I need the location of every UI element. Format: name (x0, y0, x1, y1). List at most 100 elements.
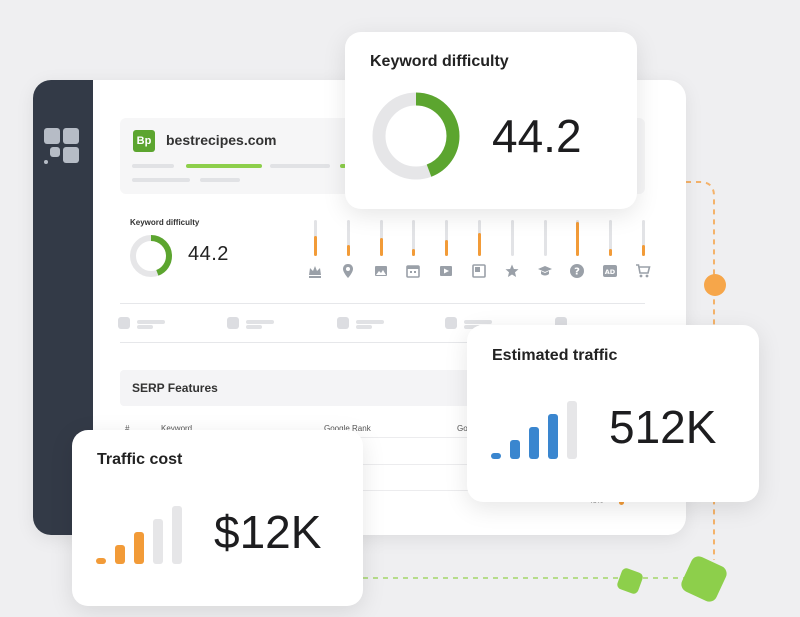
serp-feature-level-fill (314, 236, 317, 256)
star-icon (505, 264, 519, 277)
traffic-bar-1 (491, 453, 501, 459)
calendar-icon (406, 265, 421, 278)
table-row (120, 437, 610, 438)
serp-feature-column[interactable] (435, 220, 457, 280)
cost-bar-1 (96, 558, 106, 564)
image-icon (374, 266, 387, 276)
filter-checkbox[interactable] (445, 317, 457, 329)
serp-feature-level-track (379, 220, 383, 256)
skeleton-line (246, 320, 274, 324)
serp-feature-level-fill (379, 238, 383, 256)
skeleton-line (270, 164, 330, 168)
serp-feature-column[interactable] (337, 220, 359, 280)
serp-feature-level-fill (346, 245, 350, 256)
filter-checkbox[interactable] (337, 317, 349, 329)
column-header-keyword[interactable]: Keyword (161, 424, 193, 433)
serp-feature-level-fill (445, 239, 449, 256)
table-row (120, 464, 610, 465)
ad-icon: AD (603, 265, 618, 277)
serp-feature-column[interactable] (304, 220, 326, 280)
serp-feature-column[interactable] (632, 220, 654, 280)
keyword-difficulty-value: 44.2 (188, 243, 229, 265)
column-header-google-rank[interactable]: Google Rank (324, 424, 371, 433)
svg-text:AD: AD (605, 268, 616, 276)
traffic-cost-card-title: Traffic cost (97, 451, 183, 468)
serp-feature-column[interactable] (501, 220, 523, 280)
serp-features-heading: SERP Features (132, 381, 218, 395)
serp-feature-column[interactable]: AD (599, 220, 621, 280)
serp-feature-column[interactable] (468, 220, 490, 280)
serp-feature-level-fill (576, 221, 580, 256)
keyword-difficulty-card-value: 44.2 (492, 110, 582, 162)
cost-bar-3 (134, 532, 144, 564)
skeleton-line (246, 325, 262, 329)
keyword-difficulty-label: Keyword difficulty (130, 218, 200, 227)
serp-feature-level-track (412, 220, 416, 256)
skeleton-line (137, 325, 153, 329)
estimated-traffic-card: Estimated traffic 512K (467, 325, 759, 502)
video-icon (440, 266, 453, 276)
traffic-bar-4 (548, 414, 558, 459)
serp-feature-level-fill (478, 232, 481, 256)
serp-feature-level-fill (609, 248, 613, 256)
crown-icon (309, 266, 321, 278)
serp-feature-level-track (445, 220, 449, 256)
status-dot (619, 500, 624, 505)
serp-feature-level-fill (642, 245, 645, 256)
traffic-cost-card: Traffic cost $12K (72, 430, 363, 606)
app-logo-icon[interactable] (44, 128, 81, 165)
map-pin-icon (342, 264, 353, 278)
traffic-cost-bar-chart (96, 506, 182, 564)
serp-feature-level-track (543, 220, 547, 256)
filter-checkbox[interactable] (227, 317, 239, 329)
orange-dashed-connector (636, 181, 715, 560)
skeleton-line (132, 178, 190, 182)
cart-icon (636, 264, 651, 278)
keyword-difficulty-gauge-small (130, 235, 172, 277)
cost-bar-5 (172, 506, 182, 564)
skeleton-line (464, 325, 480, 329)
serp-feature-column[interactable] (534, 220, 556, 280)
graduation-cap-icon (537, 266, 552, 276)
serp-feature-level-track (609, 220, 613, 256)
traffic-cost-card-value: $12K (214, 506, 322, 558)
cost-bar-4 (153, 519, 163, 564)
serp-feature-level-track (478, 220, 481, 256)
estimated-traffic-card-title: Estimated traffic (492, 347, 618, 364)
column-header-index[interactable]: # (125, 424, 130, 433)
serp-feature-column[interactable] (402, 220, 424, 280)
serp-feature-column[interactable]: ? (566, 220, 588, 280)
table-row (120, 490, 610, 491)
skeleton-line (356, 320, 384, 324)
serp-feature-column[interactable] (370, 220, 392, 280)
column-header-go[interactable]: Go (457, 424, 468, 433)
serp-feature-level-track (314, 220, 317, 256)
domain-name[interactable]: bestrecipes.com (166, 132, 277, 148)
filter-checkbox[interactable] (118, 317, 130, 329)
serp-feature-level-fill (412, 248, 416, 256)
serp-feature-level-track (346, 220, 350, 256)
domain-badge: Bp (133, 130, 155, 152)
skeleton-line (137, 320, 165, 324)
keyword-difficulty-card-title: Keyword difficulty (370, 53, 509, 70)
serp-feature-level-track (576, 220, 580, 256)
skeleton-line (356, 325, 372, 329)
keyword-difficulty-gauge (372, 92, 460, 180)
skeleton-line (340, 164, 346, 168)
skeleton-line (464, 320, 492, 324)
serp-feature-level-track (642, 220, 645, 256)
question-icon: ? (570, 264, 585, 278)
svg-text:?: ? (574, 267, 580, 278)
cost-bar-2 (115, 545, 125, 564)
divider (120, 342, 645, 343)
keyword-difficulty-card: Keyword difficulty 44.2 (345, 32, 637, 209)
orange-dot (704, 274, 726, 296)
divider (120, 303, 645, 304)
estimated-traffic-card-value: 512K (609, 401, 717, 453)
skeleton-line (200, 178, 240, 182)
estimated-traffic-bar-chart (491, 401, 577, 459)
traffic-bar-3 (529, 427, 539, 459)
skeleton-line (132, 164, 174, 168)
traffic-bar-5 (567, 401, 577, 459)
